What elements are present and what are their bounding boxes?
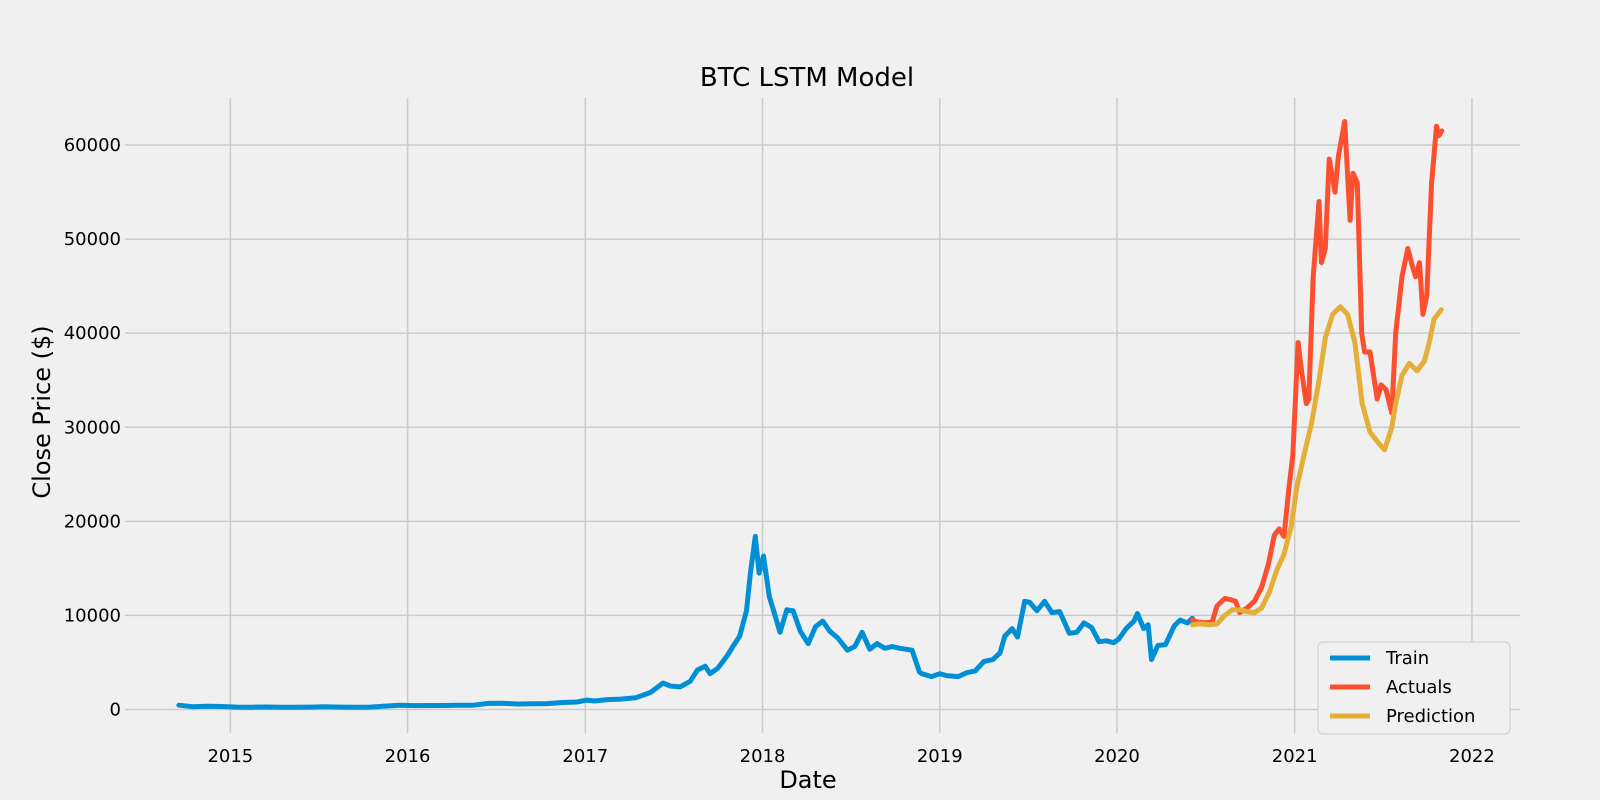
x-tick-label: 2021 (1272, 746, 1318, 767)
x-tick-label: 2016 (385, 746, 431, 767)
legend-label-prediction: Prediction (1386, 706, 1475, 727)
y-tick-label: 30000 (64, 417, 121, 438)
x-tick-labels: 2015 2016 2017 2018 2019 2020 2021 2022 (207, 746, 1494, 767)
series-line-train (176, 533, 1195, 710)
y-tick-label: 60000 (64, 135, 121, 156)
y-axis-label: Close Price ($) (28, 325, 56, 498)
y-tick-label: 20000 (64, 511, 121, 532)
x-tick-label: 2022 (1449, 746, 1495, 767)
series-line-prediction (1189, 304, 1444, 628)
legend-box (1317, 641, 1511, 735)
y-tick-label: 10000 (64, 605, 121, 626)
x-tick-label: 2018 (740, 746, 786, 767)
series-layer (176, 119, 1445, 710)
x-axis-label: Date (779, 766, 836, 794)
x-tick-label: 2019 (917, 746, 963, 767)
x-gridlines (229, 98, 1473, 733)
x-tick-label: 2017 (562, 746, 608, 767)
x-tick-label: 2015 (207, 746, 253, 767)
legend-label-train: Train (1385, 648, 1429, 669)
legend: Train Actuals Prediction (1317, 641, 1511, 735)
y-tick-label: 40000 (64, 323, 121, 344)
y-tick-labels: 0 10000 20000 30000 40000 50000 60000 (64, 135, 121, 720)
y-tick-label: 0 (110, 699, 121, 720)
chart-title: BTC LSTM Model (700, 63, 914, 93)
y-tick-label: 50000 (64, 229, 121, 250)
legend-label-actuals: Actuals (1386, 677, 1452, 698)
x-tick-label: 2020 (1094, 746, 1140, 767)
